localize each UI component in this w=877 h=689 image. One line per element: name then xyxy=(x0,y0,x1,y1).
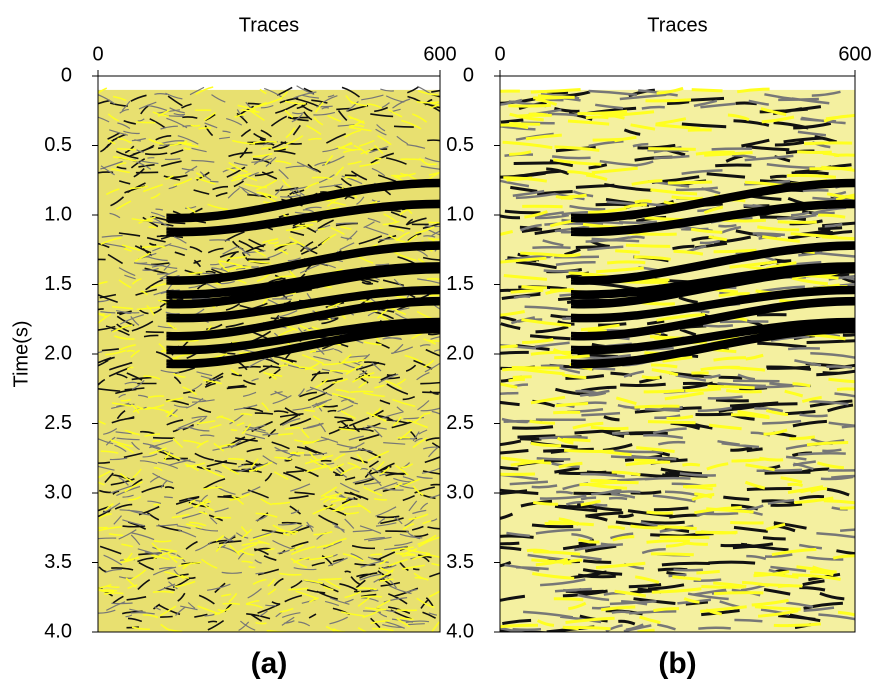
x-tick-label: 0 xyxy=(92,43,103,65)
x-tick-label: 600 xyxy=(423,43,456,65)
seismic-reflectors xyxy=(166,178,440,369)
y-tick-label: 4.0 xyxy=(44,620,72,642)
seismic-reflectors xyxy=(570,178,855,369)
seismic-image xyxy=(500,86,855,632)
y-tick-label: 3.5 xyxy=(44,551,72,573)
y-tick-label: 1.5 xyxy=(44,273,72,295)
y-tick-label: 1.0 xyxy=(44,203,72,225)
y-tick-label: 1.0 xyxy=(446,203,474,225)
y-tick-label: 3.0 xyxy=(446,481,474,503)
y-tick-label: 1.5 xyxy=(446,273,474,295)
y-tick-label: 0 xyxy=(61,64,72,86)
seismic-image xyxy=(98,85,440,632)
seismic-background xyxy=(98,89,440,632)
y-tick-label: 2.0 xyxy=(446,342,474,364)
y-tick-label: 0.5 xyxy=(44,134,72,156)
x-axis-label: Traces xyxy=(647,14,707,36)
x-axis-label: Traces xyxy=(239,14,299,36)
y-tick-label: 4.0 xyxy=(446,620,474,642)
panel-caption: (b) xyxy=(658,647,696,680)
y-tick-label: 2.5 xyxy=(446,412,474,434)
x-tick-label: 600 xyxy=(838,43,871,65)
y-tick-label: 2.5 xyxy=(44,412,72,434)
x-tick-label: 0 xyxy=(494,43,505,65)
y-tick-label: 3.5 xyxy=(446,551,474,573)
panel-caption: (a) xyxy=(251,647,288,680)
y-tick-label: 2.0 xyxy=(44,342,72,364)
y-axis-label: Time(s) xyxy=(10,320,32,387)
seismic-wiggles xyxy=(98,86,440,632)
y-tick-label: 0.5 xyxy=(446,134,474,156)
y-tick-label: 0 xyxy=(463,64,474,86)
y-tick-label: 3.0 xyxy=(44,481,72,503)
